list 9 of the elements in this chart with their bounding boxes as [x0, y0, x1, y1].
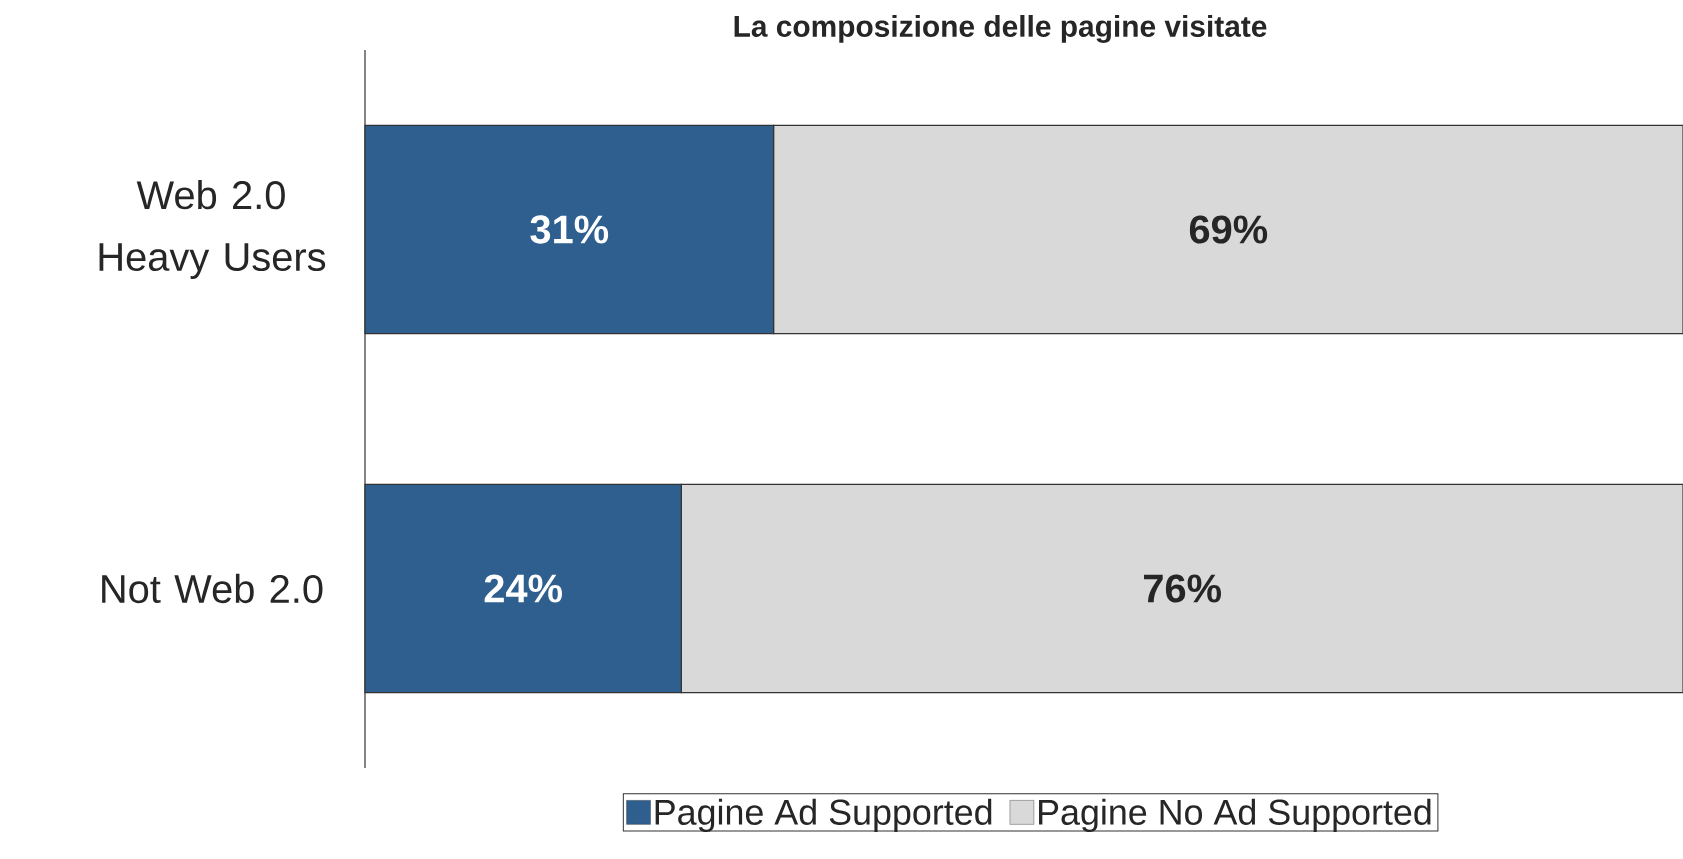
y-tick-label: Web 2.0 Heavy Users — [99, 180, 326, 279]
y-tick-label: Not Web 2.0 — [102, 573, 323, 604]
chart-title: La composizione delle pagine visitate — [734, 14, 1267, 43]
data-label: 31% — [530, 215, 609, 244]
data-label: 69% — [1189, 215, 1268, 244]
legend-label: Pagine Ad Supported — [655, 798, 992, 833]
data-label: 76% — [1144, 574, 1221, 603]
legend-label: Pagine No Ad Supported — [1039, 798, 1431, 833]
data-label: 24% — [484, 574, 562, 603]
